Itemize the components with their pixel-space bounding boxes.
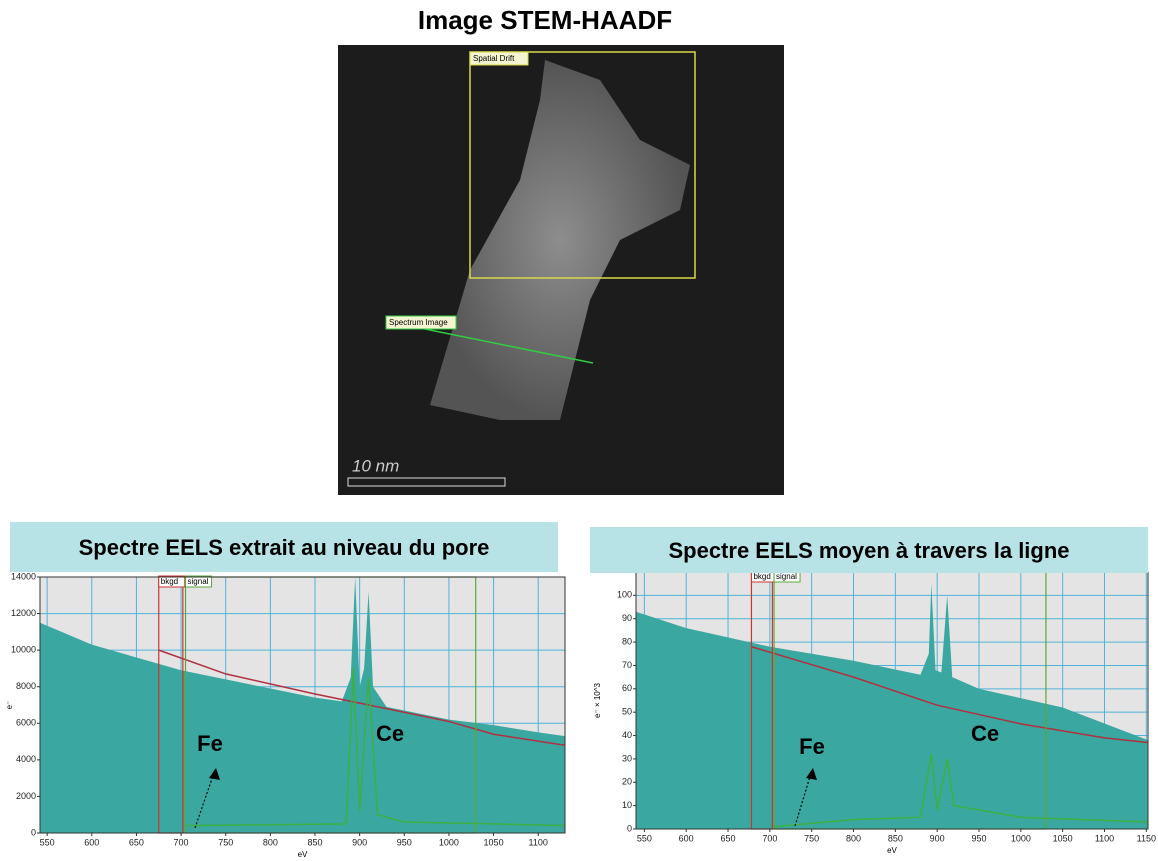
window-label: signal xyxy=(776,572,797,581)
y-tick-label: 20 xyxy=(622,777,632,787)
x-tick-label: 700 xyxy=(174,837,189,847)
y-tick-label: 50 xyxy=(622,707,632,717)
x-tick-label: 1000 xyxy=(1011,833,1031,843)
x-axis-label: eV xyxy=(887,846,897,855)
window-label: signal xyxy=(188,577,209,586)
y-tick-label: 0 xyxy=(627,823,632,833)
y-tick-label: 80 xyxy=(622,636,632,646)
spectrum-line xyxy=(751,646,1148,744)
chart-title: Spectre EELS moyen à travers la ligne xyxy=(668,538,1069,563)
window-label: bkgd xyxy=(161,577,178,586)
y-tick-label: 12000 xyxy=(11,608,36,618)
y-tick-label: 0 xyxy=(31,827,36,837)
fe-arrowhead xyxy=(209,768,220,780)
window-label: bkgd xyxy=(753,572,770,581)
x-axis-label: eV xyxy=(298,850,308,859)
stem-image: Spatial Drift Spectrum Image 10 nm xyxy=(338,45,784,495)
y-tick-label: 100 xyxy=(617,590,632,600)
x-tick-label: 1000 xyxy=(439,837,459,847)
y-tick-label: 2000 xyxy=(16,791,36,801)
y-tick-label: 10000 xyxy=(11,645,36,655)
spatial-drift-label: Spatial Drift xyxy=(473,54,515,63)
x-tick-label: 900 xyxy=(930,833,945,843)
x-tick-label: 700 xyxy=(762,833,777,843)
spectrum-line xyxy=(773,754,1148,828)
x-tick-label: 650 xyxy=(129,837,144,847)
y-tick-label: 10 xyxy=(622,800,632,810)
scale-bar-label: 10 nm xyxy=(352,456,399,475)
spectrum-image-label: Spectrum Image xyxy=(389,318,448,327)
element-label: Ce xyxy=(376,721,404,746)
window-tag xyxy=(158,575,186,588)
element-label: Fe xyxy=(799,734,825,759)
x-tick-label: 850 xyxy=(888,833,903,843)
x-tick-label: 600 xyxy=(84,837,99,847)
x-tick-label: 800 xyxy=(263,837,278,847)
y-tick-label: 4000 xyxy=(16,754,36,764)
y-tick-label: 8000 xyxy=(16,681,36,691)
y-axis-label: e⁻ × 10^3 xyxy=(593,683,602,718)
fe-arrow xyxy=(794,769,813,827)
x-tick-label: 1050 xyxy=(484,837,504,847)
y-tick-label: 40 xyxy=(622,730,632,740)
chart-title: Spectre EELS extrait au niveau du pore xyxy=(79,535,490,560)
y-tick-label: 60 xyxy=(622,683,632,693)
fe-arrowhead xyxy=(806,768,817,780)
element-label: Ce xyxy=(971,721,999,746)
x-tick-label: 900 xyxy=(352,837,367,847)
title-box xyxy=(10,522,558,572)
spectrum-area xyxy=(40,577,565,833)
x-tick-label: 1100 xyxy=(529,837,548,847)
x-tick-label: 800 xyxy=(846,833,861,843)
x-tick-label: 750 xyxy=(804,833,819,843)
x-tick-label: 750 xyxy=(218,837,233,847)
x-tick-label: 950 xyxy=(397,837,412,847)
x-tick-label: 1150 xyxy=(1137,833,1156,843)
plot-frame xyxy=(39,576,566,834)
x-tick-label: 550 xyxy=(40,837,55,847)
spectrum-line xyxy=(185,668,565,827)
spectrum-area xyxy=(636,583,1148,829)
x-tick-label: 1050 xyxy=(1053,833,1073,843)
y-axis-label: e⁻ xyxy=(5,701,14,710)
y-tick-label: 30 xyxy=(622,753,632,763)
x-tick-label: 950 xyxy=(971,833,986,843)
y-tick-label: 70 xyxy=(622,660,632,670)
y-tick-label: 90 xyxy=(622,613,632,623)
window-tag xyxy=(185,575,213,588)
title-box xyxy=(590,527,1148,573)
x-tick-label: 650 xyxy=(721,833,736,843)
x-tick-label: 600 xyxy=(679,833,694,843)
x-tick-label: 850 xyxy=(307,837,322,847)
y-tick-label: 6000 xyxy=(16,718,36,728)
element-label: Fe xyxy=(197,731,223,756)
page-title: Image STEM-HAADF xyxy=(418,5,672,35)
x-tick-label: 1100 xyxy=(1095,833,1114,843)
y-tick-label: 14000 xyxy=(11,571,36,581)
x-tick-label: 550 xyxy=(637,833,652,843)
spectrum-line xyxy=(158,649,565,746)
